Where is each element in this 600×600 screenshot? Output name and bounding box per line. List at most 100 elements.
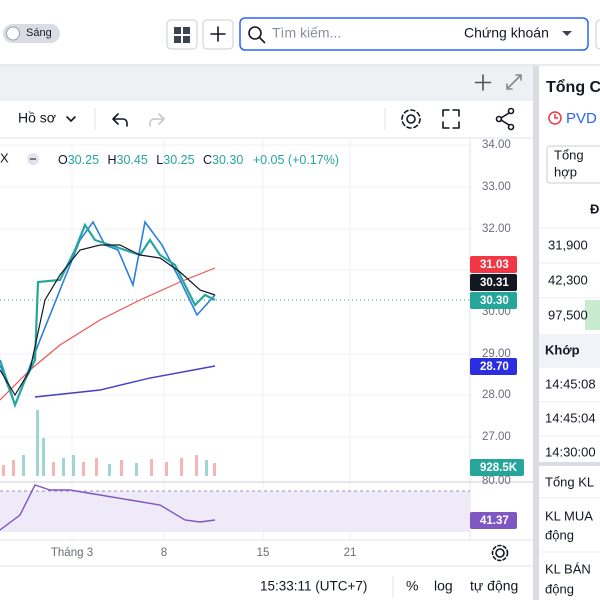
open-label: O (58, 153, 68, 167)
clock: 15:33:11 (UTC+7) (260, 579, 367, 594)
settings-icon-ring (401, 109, 421, 129)
panel-splitter (533, 66, 539, 600)
theme-label: Sáng (26, 27, 52, 39)
volume-cell (585, 300, 600, 330)
market-select[interactable]: Chứng khoán (464, 25, 549, 41)
open-value: 30.25 (68, 153, 99, 167)
panel-symbol[interactable]: PVD (566, 110, 597, 127)
clock-hands (554, 114, 558, 119)
ma-red-value: 31.03 (480, 259, 509, 271)
badge (470, 292, 517, 309)
badge (470, 256, 517, 273)
expand-icon[interactable] (506, 74, 522, 90)
settings-icon[interactable] (406, 114, 416, 124)
volume-bars (2, 410, 216, 476)
time-row: 14:30:00 (545, 444, 596, 459)
total-label: Tổng KL (545, 474, 594, 489)
high-value: 30.45 (117, 153, 148, 167)
search-icon-handle (258, 36, 266, 44)
ma-black (0, 244, 216, 397)
share-icon-node (495, 115, 503, 123)
price-tick: 32.00 (482, 223, 511, 235)
price-row: 31,900 (548, 237, 588, 252)
edge-button[interactable] (595, 19, 600, 50)
close-label: C (203, 153, 212, 167)
price-tick: 27.00 (482, 431, 511, 443)
view-select-label: Tổng (554, 147, 584, 162)
search-box[interactable] (239, 17, 589, 51)
ma-black-value: 30.31 (480, 277, 509, 289)
price-tick: 33.00 (482, 181, 511, 193)
low-value: 30.25 (163, 153, 194, 167)
redo-icon[interactable] (149, 113, 165, 127)
column-head: Đ (590, 201, 599, 216)
section-header (539, 334, 600, 368)
toggle-knob (6, 26, 20, 41)
close-value: 30.30 (212, 153, 243, 167)
price-line (0, 222, 216, 409)
rsi-line (0, 484, 216, 531)
plus-icon (210, 26, 226, 42)
total-label: động (545, 527, 574, 542)
price-tick: 28.00 (482, 389, 511, 401)
total-label: KL MUA (545, 508, 593, 523)
time-tick: Tháng 3 (51, 547, 93, 559)
add-chart-icon[interactable] (474, 74, 492, 91)
search-icon (248, 26, 262, 40)
share-icon-link (500, 112, 510, 126)
price-row: 42,300 (548, 272, 588, 287)
axis-settings-ring (491, 544, 509, 562)
time-tick: 21 (344, 547, 357, 559)
total-label: KL BÁN (545, 561, 591, 576)
auto-toggle[interactable]: tự động (470, 578, 518, 594)
grid-icon (174, 27, 190, 43)
view-select[interactable] (546, 145, 600, 184)
matched-header: Khớp (545, 342, 580, 357)
volume-value: 928.5K (480, 462, 518, 474)
badge (470, 512, 517, 529)
profile-menu[interactable]: Hồ sơ (18, 110, 56, 126)
share-icon-node (507, 123, 515, 131)
ma-blue-value: 28.70 (480, 361, 509, 373)
share-icon[interactable] (507, 107, 515, 115)
view-select-label: hợp (554, 164, 577, 179)
high-label: H (108, 153, 117, 167)
symbol: X (0, 150, 9, 165)
percent-toggle[interactable]: % (406, 578, 418, 594)
rsi-value: 41.37 (480, 515, 509, 527)
rsi-band (0, 491, 470, 532)
low-label: L (156, 153, 163, 167)
price-tick: 34.00 (482, 139, 511, 151)
section-divider (539, 462, 600, 466)
badge (470, 358, 517, 375)
profile-caret (66, 116, 76, 122)
change-value: +0.05 (+0.17%) (253, 153, 339, 167)
badge (470, 274, 517, 291)
search-placeholder: Tìm kiếm... (272, 25, 341, 41)
fullscreen-icon[interactable] (442, 109, 460, 129)
time-row: 14:45:04 (545, 410, 596, 425)
panel-title: Tổng C (546, 78, 600, 96)
ma-blue (34, 365, 216, 398)
ohlc-legend: O30.25 H30.45 L30.25 C30.30 +0.05 (+0.17… (58, 153, 339, 167)
time-row: 14:45:08 (545, 376, 596, 391)
ma-red (0, 267, 216, 401)
time-tick: 8 (161, 547, 167, 559)
rsi-tick: 80.00 (482, 475, 511, 487)
time-tick: 15 (257, 547, 270, 559)
undo-icon[interactable] (112, 113, 128, 127)
dropdown-caret (562, 31, 572, 36)
chart-panel-header (0, 66, 533, 100)
clock-icon (548, 111, 562, 125)
price-row: 97,500 (548, 307, 588, 322)
price-tick: 29.00 (482, 348, 511, 360)
badge (470, 459, 524, 476)
log-toggle[interactable]: log (434, 578, 453, 594)
last-price: 30.30 (480, 295, 509, 307)
price-tick: 30.00 (482, 306, 511, 318)
layout-button[interactable] (166, 19, 198, 50)
axis-settings-icon[interactable] (495, 548, 505, 558)
